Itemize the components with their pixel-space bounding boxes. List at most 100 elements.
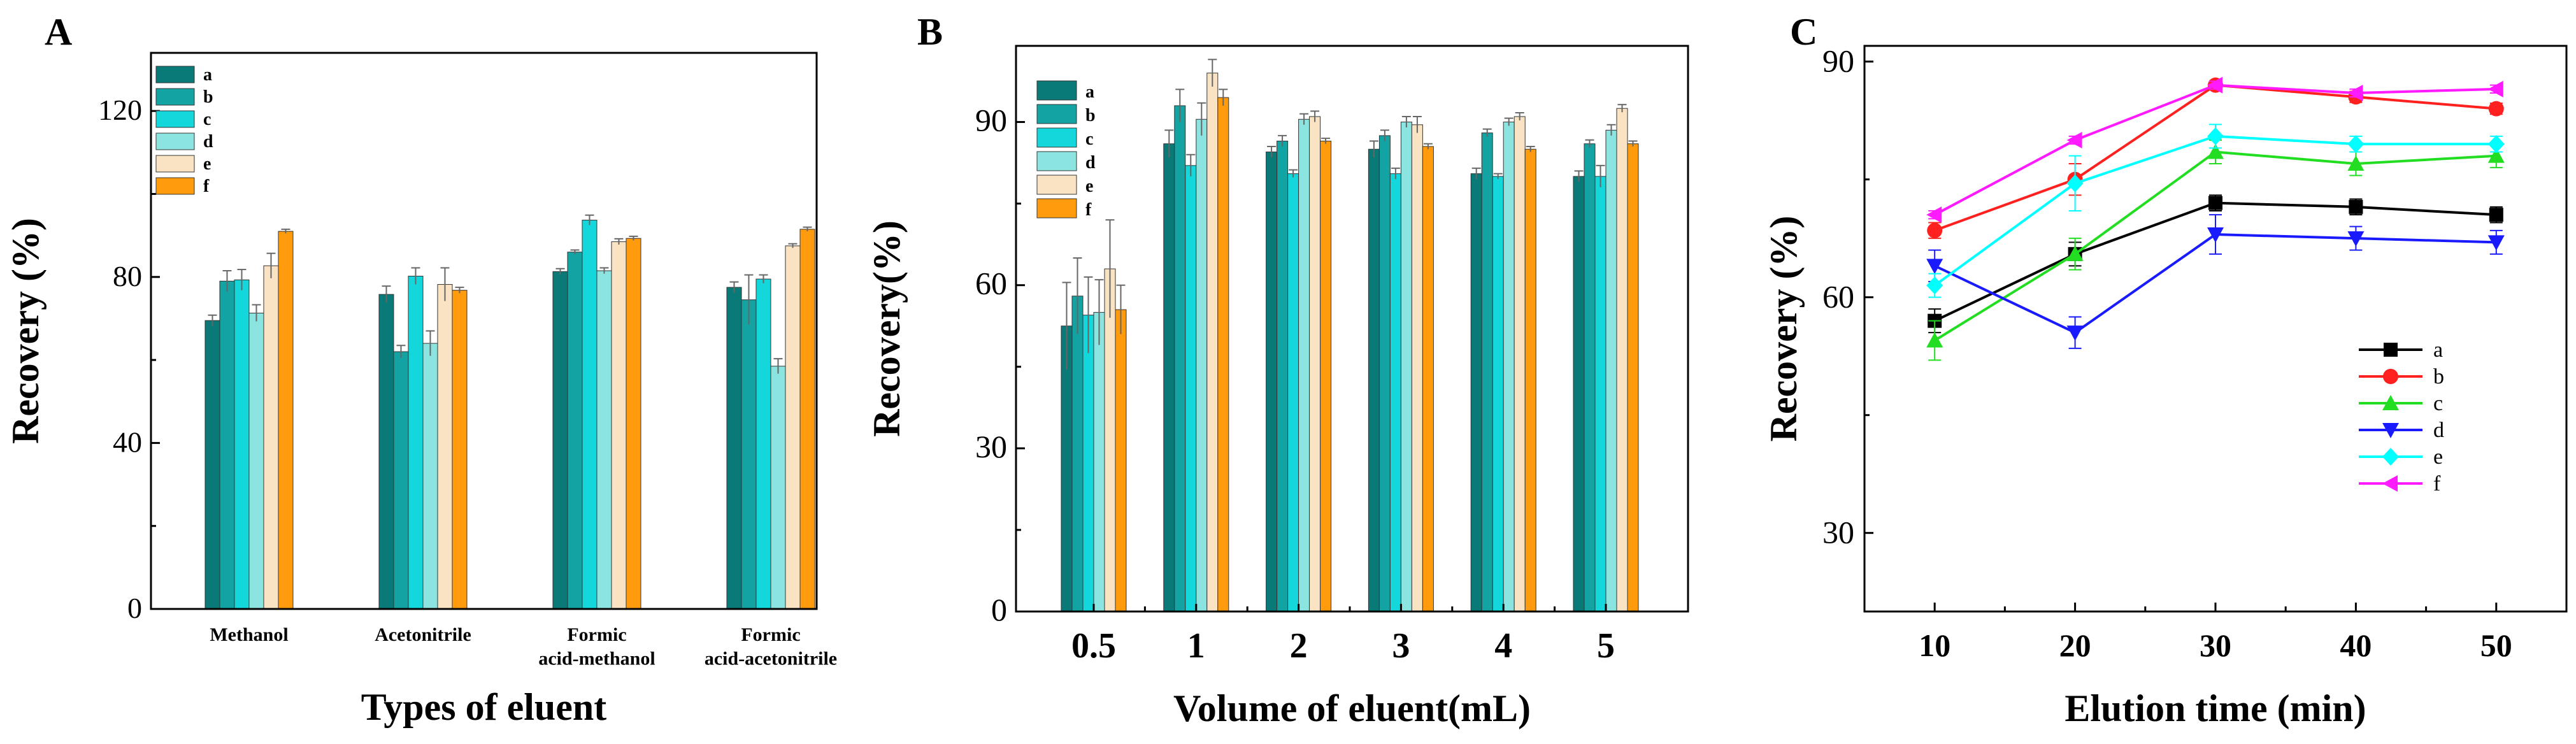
bar-d-3	[770, 366, 786, 610]
bar-f-3	[1422, 146, 1434, 612]
legend-label-d: d	[203, 132, 213, 152]
point-c-0	[1926, 332, 1943, 348]
panel-c-chart: 30 60 90 10 20 30 40 50 Elution time (min) Recove…	[1763, 43, 2568, 729]
bar-d-0	[1093, 311, 1105, 612]
legend-label-b: b	[1085, 106, 1096, 125]
bar-a-3	[1368, 148, 1380, 612]
bar-d-1	[1196, 118, 1208, 612]
y-axis-title: Recovery (%)	[1763, 216, 1805, 442]
point-f-2	[2207, 76, 2222, 94]
bar-f-2	[1320, 140, 1332, 612]
legend-marker-b	[2383, 369, 2398, 384]
legend-label-f: f	[1085, 200, 1092, 220]
y-tick-label: 120	[98, 94, 142, 126]
x-category-label: 2	[1290, 626, 1308, 666]
panel-label-a: A	[45, 11, 72, 53]
bar-e-5	[1616, 108, 1628, 612]
bar-b-4	[1481, 132, 1493, 612]
x-category-label-line: Formic	[567, 624, 626, 645]
bar-c-5	[1594, 176, 1606, 612]
bar-d-4	[1503, 122, 1515, 612]
y-tick-label: 60	[1822, 279, 1854, 315]
bar-a-1	[378, 294, 394, 610]
point-e-2	[2207, 127, 2224, 145]
bar-c-4	[1492, 176, 1504, 612]
point-f-3	[2347, 85, 2363, 101]
x-category-label: 0.5	[1071, 626, 1116, 666]
legend-swatch-b	[155, 88, 195, 106]
point-b-0	[1927, 222, 1943, 238]
bar-d-1	[422, 343, 438, 610]
y-axis-title: Recovery (%)	[4, 218, 47, 444]
x-tick-label: 20	[2059, 627, 2091, 663]
legend-swatch-a	[1036, 80, 1077, 101]
legend-marker-c	[2382, 395, 2399, 410]
bar-a-1	[1163, 143, 1175, 612]
bar-c-0	[234, 279, 250, 610]
legend-label-a: a	[203, 65, 212, 85]
y-tick-label: 60	[975, 266, 1007, 301]
point-c-1	[2066, 245, 2084, 261]
x-category-label: Acetonitrile	[375, 624, 471, 645]
panel-a-chart: 0 40 80 120 Methanol Acetonitrile Formic acid-m…	[4, 52, 837, 728]
bar-b-2	[1277, 140, 1289, 612]
bar-f-1	[1217, 97, 1229, 612]
point-c-3	[2347, 155, 2365, 171]
bar-f-3	[799, 229, 815, 610]
legend-swatch-c	[1036, 127, 1077, 148]
bar-a-4	[1470, 173, 1482, 612]
bar-e-2	[611, 241, 627, 610]
point-e-3	[2347, 135, 2365, 154]
bar-d-2	[596, 270, 612, 610]
legend-marker-a	[2384, 343, 2398, 357]
legend-label-c: c	[203, 110, 211, 129]
x-category-label: 1	[1187, 626, 1205, 666]
legend-label-e: e	[1085, 176, 1093, 196]
y-tick-label: 0	[991, 592, 1007, 627]
bar-d-2	[1298, 118, 1310, 612]
point-f-1	[2066, 132, 2082, 148]
bar-e-2	[1309, 116, 1321, 612]
point-a-4	[2489, 208, 2503, 222]
point-a-2	[2208, 196, 2222, 210]
legend-label-a: a	[2433, 338, 2443, 362]
bar-c-0	[1082, 315, 1094, 612]
point-d-0	[1926, 259, 1943, 275]
bar-b-2	[567, 252, 583, 610]
point-a-3	[2349, 199, 2363, 214]
y-tick-label: 90	[1822, 43, 1854, 79]
x-category-label-line: acid-acetonitrile	[705, 648, 837, 669]
x-tick-label: 10	[1919, 627, 1950, 663]
x-axis-title: Types of eluent	[361, 686, 607, 728]
y-tick-label: 0	[127, 592, 142, 624]
x-tick-label: 40	[2340, 627, 2372, 663]
legend-label-b: b	[203, 87, 213, 107]
bar-a-5	[1573, 176, 1585, 612]
legend-label-f: f	[203, 176, 210, 196]
point-c-4	[2487, 147, 2505, 163]
bar-e-4	[1513, 116, 1526, 612]
panel-label-c: C	[1790, 11, 1817, 53]
plot-frame	[150, 52, 818, 610]
legend-label-d: d	[2433, 418, 2444, 442]
point-c-2	[2207, 143, 2224, 159]
y-tick-label: 90	[975, 103, 1007, 138]
x-tick-label: 30	[2200, 627, 2231, 663]
point-d-1	[2066, 326, 2084, 341]
legend-swatch-e	[155, 155, 195, 173]
plot-frame	[1015, 45, 1689, 613]
point-e-0	[1926, 276, 1943, 295]
bar-d-0	[248, 312, 264, 610]
x-category-label: 5	[1597, 626, 1615, 666]
bar-e-1	[1206, 73, 1219, 612]
bar-b-1	[1174, 105, 1186, 612]
legend-label-d: d	[1085, 153, 1096, 173]
legend-marker-f	[2382, 475, 2398, 492]
panel-b-chart: 0 30 60 90 0.5 1 2 3 4 5 Volume of eluent(mL) Recov…	[866, 45, 1689, 729]
bar-a-2	[552, 271, 568, 610]
bar-d-5	[1605, 129, 1617, 612]
x-category-label: Formic acid-acetonitrile	[705, 624, 837, 669]
x-category-label: 3	[1392, 626, 1410, 666]
legend-label-a: a	[1085, 82, 1094, 102]
